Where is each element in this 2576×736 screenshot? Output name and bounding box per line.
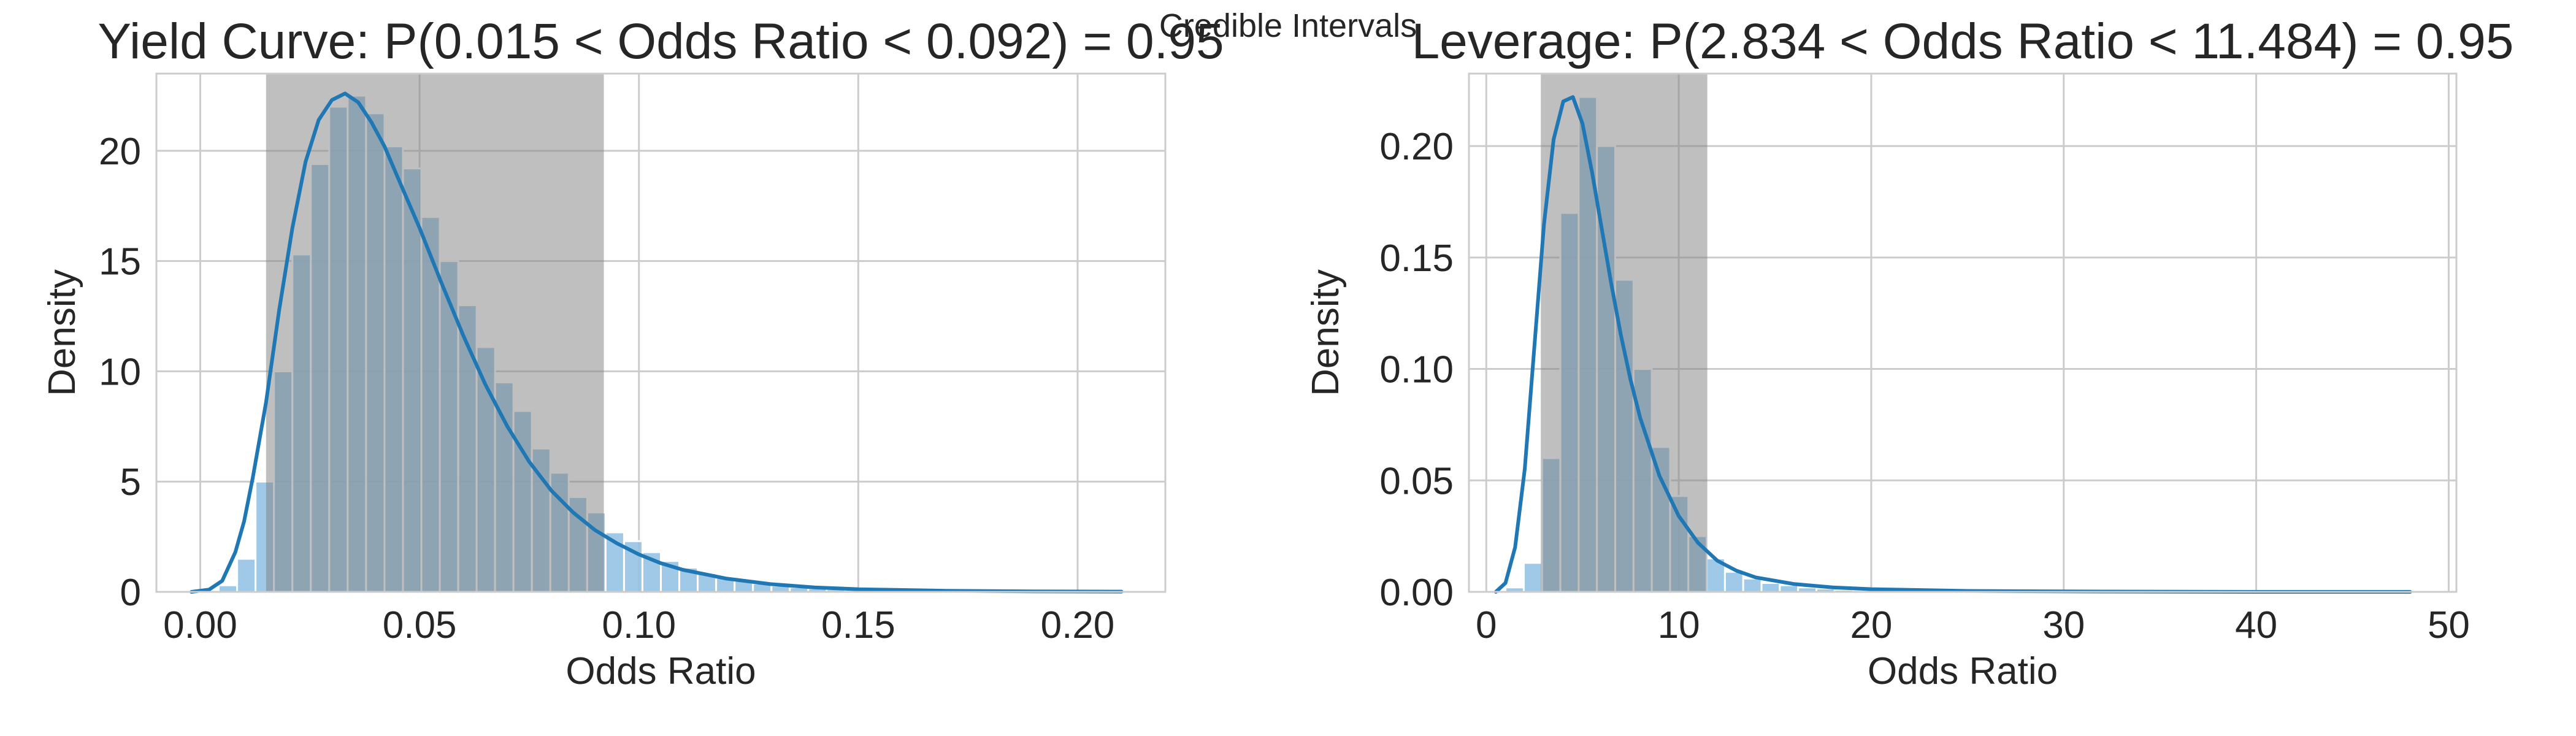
leverage-y-tick-label: 0.20	[1379, 126, 1454, 168]
leverage-hist-bar	[1760, 581, 1781, 593]
leverage-subplot: 0 10 20 30 40 50 0.00 0.05 0.10 0.15 0.20 Odds Rati…	[1305, 13, 2513, 692]
leverage-credible-interval	[1541, 74, 1708, 592]
yield-curve-axes-frame	[155, 72, 1167, 593]
leverage-x-tick-label: 50	[2428, 604, 2470, 646]
yield-curve-credible-interval	[266, 74, 604, 592]
yield-curve-y-tick-label: 15	[99, 241, 141, 283]
leverage-x-tick-label: 10	[1658, 604, 1700, 646]
leverage-y-tick-label: 0.10	[1379, 349, 1454, 391]
leverage-axes-frame	[1468, 72, 2458, 593]
leverage-kde-line	[1493, 95, 2412, 594]
yield-curve-y-tick-label: 5	[120, 461, 141, 504]
yield-curve-x-axis-label: Odds Ratio	[565, 650, 756, 692]
yield-curve-y-tick-label: 0	[120, 572, 141, 614]
leverage-hist-bar	[1779, 584, 1800, 593]
figure-suptitle: Credible Intervals	[1159, 7, 1417, 44]
leverage-x-tick-label: 0	[1476, 604, 1497, 646]
leverage-hist-bar	[1742, 577, 1763, 593]
leverage-y-tick-label: 0.15	[1379, 237, 1454, 280]
yield-curve-x-tick-label: 0.10	[602, 604, 676, 646]
leverage-y-tick-label: 0.05	[1379, 460, 1454, 502]
leverage-hist-bar	[1723, 570, 1744, 593]
yield-curve-subplot-title: Yield Curve: P(0.015 < Odds Ratio < 0.09…	[98, 13, 1224, 69]
leverage-x-axis-label: Odds Ratio	[1868, 650, 2058, 692]
yield-curve-hist-bar	[236, 558, 257, 593]
leverage-hist-bar	[1522, 562, 1543, 593]
yield-curve-x-tick-label: 0.15	[821, 604, 895, 646]
yield-curve-kde-line	[190, 91, 1124, 594]
leverage-y-axis-label: Density	[1305, 269, 1347, 396]
yield-curve-x-tick-label: 0.20	[1041, 604, 1115, 646]
yield-curve-y-tick-label: 20	[99, 131, 141, 173]
leverage-subplot-title: Leverage: P(2.834 < Odds Ratio < 11.484)…	[1412, 13, 2514, 69]
yield-curve-hist-bar	[218, 584, 239, 593]
yield-curve-x-tick-label: 0.05	[383, 604, 457, 646]
yield-curve-subplot: 0.00 0.05 0.10 0.15 0.20 0 5 10 15 20 Odds Ratio De…	[41, 13, 1224, 692]
leverage-x-tick-label: 30	[2042, 604, 2085, 646]
yield-curve-y-axis-label: Density	[41, 269, 83, 396]
yield-curve-y-tick-label: 10	[99, 351, 141, 393]
yield-curve-x-tick-label: 0.00	[163, 604, 237, 646]
leverage-x-tick-label: 40	[2235, 604, 2277, 646]
leverage-x-tick-label: 20	[1850, 604, 1892, 646]
leverage-y-tick-label: 0.00	[1379, 572, 1454, 614]
